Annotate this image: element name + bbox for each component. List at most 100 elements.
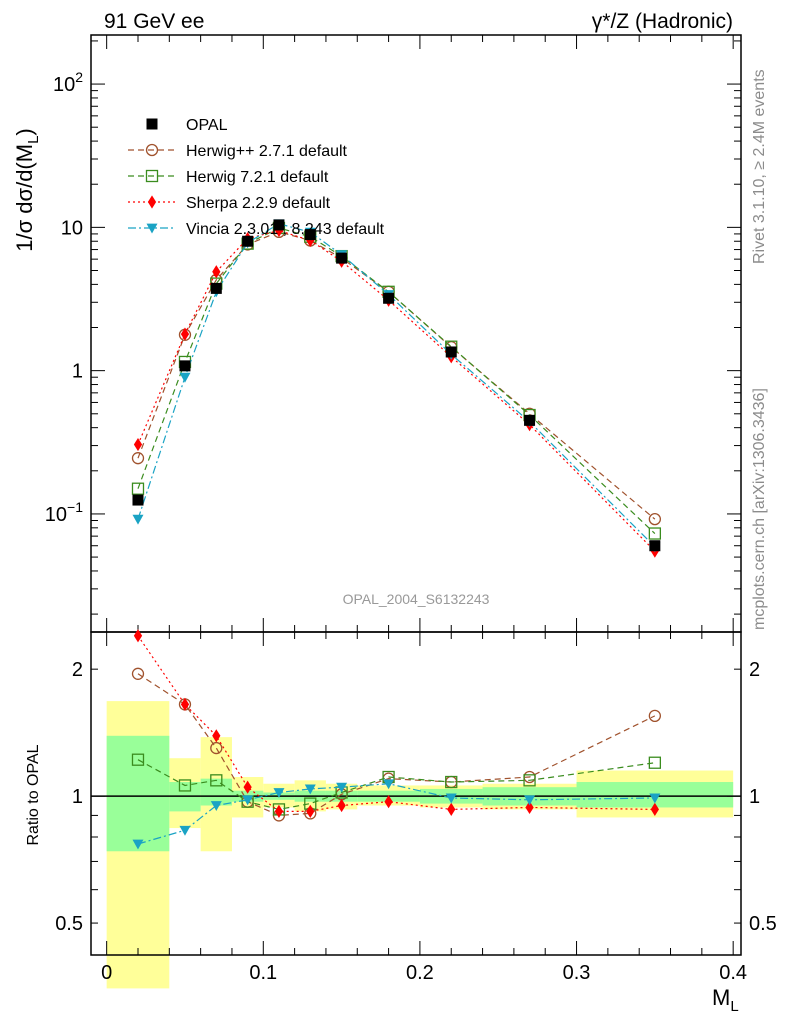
data-point-marker <box>146 223 158 234</box>
y-tick-label-right: 1 <box>749 786 760 808</box>
data-point-marker <box>212 265 221 279</box>
data-point-marker <box>445 793 457 804</box>
data-point-marker <box>337 798 346 813</box>
main-y-axis: 10−1 1 10 102 <box>45 40 741 615</box>
ratio-frame <box>90 631 742 956</box>
data-point-marker <box>210 801 222 812</box>
data-point-marker <box>649 540 661 552</box>
legend-item: Vincia 2.3.01 , 8.243 default <box>128 221 385 238</box>
series-line <box>137 227 656 534</box>
data-point-marker <box>242 235 254 247</box>
series-sherpa-2-2-9-default <box>133 629 659 818</box>
y-tick-label: 2 <box>72 659 83 681</box>
ratio-series-layer <box>131 629 662 850</box>
data-point-marker <box>132 494 144 506</box>
mcplots-url-label: mcplots.cern.ch [arXiv:1306.3436] <box>751 388 768 630</box>
series-herwig-7-2-1-default <box>131 221 662 540</box>
legend-label: Herwig 7.2.1 default <box>186 169 329 186</box>
series-vincia-2-3-01-8-243-default <box>132 779 661 850</box>
data-point-marker <box>210 282 222 294</box>
stat-uncertainty-band <box>106 735 170 852</box>
data-point-marker <box>131 753 145 766</box>
rivet-version-label: Rivet 3.1.10, ≥ 2.4M events <box>751 69 768 264</box>
data-point-marker <box>132 514 144 525</box>
data-point-marker <box>304 784 316 795</box>
y-tick-label: 1 <box>72 786 83 808</box>
y-tick-label: 10 <box>61 217 83 239</box>
data-point-marker <box>384 795 393 809</box>
data-point-marker <box>131 482 145 495</box>
data-point-marker <box>383 779 395 790</box>
data-point-marker <box>383 292 395 304</box>
series-line <box>137 223 656 548</box>
ratio-uncertainty-bands <box>90 631 742 989</box>
data-point-marker <box>524 795 536 806</box>
data-point-marker <box>648 512 662 526</box>
legend-item: OPAL <box>146 117 228 134</box>
data-point-marker <box>524 414 536 426</box>
series-line <box>137 673 656 817</box>
series-line <box>137 635 655 812</box>
data-point-marker <box>243 780 252 794</box>
data-point-marker <box>304 229 316 241</box>
data-point-marker <box>650 802 659 817</box>
analysis-id-label: OPAL_2004_S6132243 <box>343 591 490 607</box>
data-point-marker <box>648 756 662 769</box>
data-point-marker <box>242 795 254 806</box>
legend-label: Vincia 2.3.01 , 8.243 default <box>186 221 385 238</box>
data-point-marker <box>274 804 284 818</box>
data-point-marker <box>447 802 456 817</box>
data-point-marker <box>131 452 145 465</box>
data-point-marker <box>132 839 144 850</box>
data-point-marker <box>179 360 191 372</box>
legend: OPAL Herwig++ 2.7.1 default Herwig 7.2.1 d… <box>128 117 385 238</box>
ratio-panel: 0.5 0.5 1 1 2 2 0 0.1 0.2 0.3 0.4 <box>55 629 777 989</box>
legend-item: Herwig 7.2.1 default <box>128 169 329 186</box>
y-tick-label: 1 <box>72 361 83 383</box>
data-point-marker <box>131 667 145 680</box>
data-point-marker <box>145 143 159 157</box>
data-point-marker <box>179 825 191 836</box>
legend-label: OPAL <box>186 117 228 134</box>
ratio-x-axis: 0 0.1 0.2 0.3 0.4 <box>101 632 747 984</box>
data-point-marker <box>147 195 157 209</box>
x-axis-title: ML <box>712 985 739 1015</box>
legend-label: Sherpa 2.2.9 default <box>186 195 331 212</box>
data-point-marker <box>145 169 159 183</box>
ratio-y-axis: 0.5 0.5 1 1 2 2 <box>55 659 777 935</box>
data-point-marker <box>336 252 348 264</box>
data-point-marker <box>178 779 192 792</box>
header-right-label: γ*/Z (Hadronic) <box>592 10 733 33</box>
data-point-marker <box>210 774 223 787</box>
data-point-marker <box>133 629 143 643</box>
data-point-marker <box>649 793 661 804</box>
main-panel: 10−1 1 10 102 OPAL_2004_S6132243 OPAL Herwig… <box>45 34 742 633</box>
data-point-marker <box>306 804 315 818</box>
data-point-marker <box>212 729 221 743</box>
data-point-marker <box>445 346 457 358</box>
stat-uncertainty-band <box>200 778 232 806</box>
data-point-marker <box>648 527 662 540</box>
x-tick-label: 0.3 <box>563 962 591 984</box>
ratio-y-axis-title: Ratio to OPAL <box>25 744 42 845</box>
data-point-marker <box>133 437 143 452</box>
legend-item: Sherpa 2.2.9 default <box>128 195 331 212</box>
data-point-marker <box>525 800 534 815</box>
series-line <box>137 783 655 845</box>
y-tick-label-right: 0.5 <box>749 913 777 935</box>
y-tick-label: 10−1 <box>45 499 83 526</box>
data-point-marker <box>523 774 536 787</box>
x-tick-label: 0 <box>101 962 112 984</box>
main-y-axis-title: 1/σ dσ/d(ML) <box>12 128 42 252</box>
data-point-marker <box>273 219 285 231</box>
legend-item: Herwig++ 2.7.1 default <box>128 143 348 160</box>
data-point-marker <box>336 782 348 793</box>
data-point-marker <box>273 788 285 798</box>
header-left-label: 91 GeV ee <box>104 10 204 33</box>
series-herwig-2-7-1-default <box>131 225 662 526</box>
data-point-marker <box>445 775 458 789</box>
y-tick-label-right: 2 <box>749 659 760 681</box>
series-sherpa-2-2-9-default <box>133 223 659 558</box>
main-series-layer <box>131 219 662 558</box>
